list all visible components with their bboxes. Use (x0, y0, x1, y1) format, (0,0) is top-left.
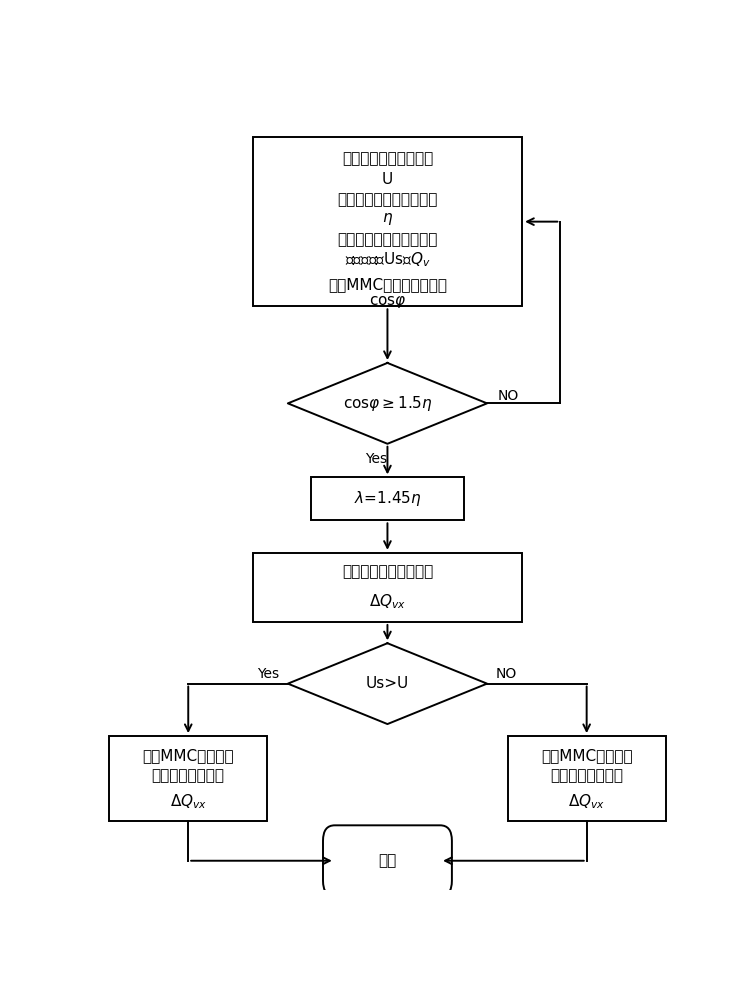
Text: $\itΔQ_{vx}$: $\itΔQ_{vx}$ (169, 792, 207, 811)
Text: 无功功率：Us、$Q_v$: 无功功率：Us、$Q_v$ (345, 251, 430, 269)
Text: 设定交流场稳定电压：: 设定交流场稳定电压： (342, 151, 433, 166)
Text: U: U (382, 172, 393, 187)
Text: 调节MMC控制系统: 调节MMC控制系统 (142, 748, 234, 763)
Text: 计算MMC交流功率因数：: 计算MMC交流功率因数： (328, 277, 447, 292)
Text: $\lambda$=1.45$\eta$: $\lambda$=1.45$\eta$ (354, 489, 421, 508)
Polygon shape (288, 643, 487, 724)
Text: 设定直流电压降压系数：: 设定直流电压降压系数： (337, 193, 438, 208)
Text: 增加吸收无功功率: 增加吸收无功功率 (152, 769, 225, 784)
Text: $\itΔQ_{vx}$: $\itΔQ_{vx}$ (369, 592, 406, 611)
Text: $\itΔQ_{vx}$: $\itΔQ_{vx}$ (568, 792, 606, 811)
FancyBboxPatch shape (253, 553, 522, 622)
Text: cos$\varphi$$\geq$1.5$\eta$: cos$\varphi$$\geq$1.5$\eta$ (342, 394, 432, 413)
Text: Yes: Yes (364, 452, 387, 466)
Text: NO: NO (496, 667, 517, 681)
Text: NO: NO (497, 389, 519, 403)
Text: Us>U: Us>U (366, 676, 409, 691)
FancyBboxPatch shape (323, 825, 452, 896)
Text: 增加发出无功功率: 增加发出无功功率 (550, 769, 623, 784)
Text: Yes: Yes (257, 667, 279, 681)
Polygon shape (288, 363, 487, 444)
Text: 调节MMC控制系统: 调节MMC控制系统 (541, 748, 633, 763)
FancyBboxPatch shape (507, 736, 666, 821)
FancyBboxPatch shape (311, 477, 463, 520)
Text: 实时监测交流系统电压、: 实时监测交流系统电压、 (337, 233, 438, 248)
Text: 结束: 结束 (378, 853, 397, 868)
Text: cos$\varphi$: cos$\varphi$ (369, 294, 406, 310)
Text: $\eta$: $\eta$ (382, 211, 393, 227)
FancyBboxPatch shape (109, 736, 268, 821)
Text: 计算无功功率调节量：: 计算无功功率调节量： (342, 564, 433, 579)
FancyBboxPatch shape (253, 137, 522, 306)
